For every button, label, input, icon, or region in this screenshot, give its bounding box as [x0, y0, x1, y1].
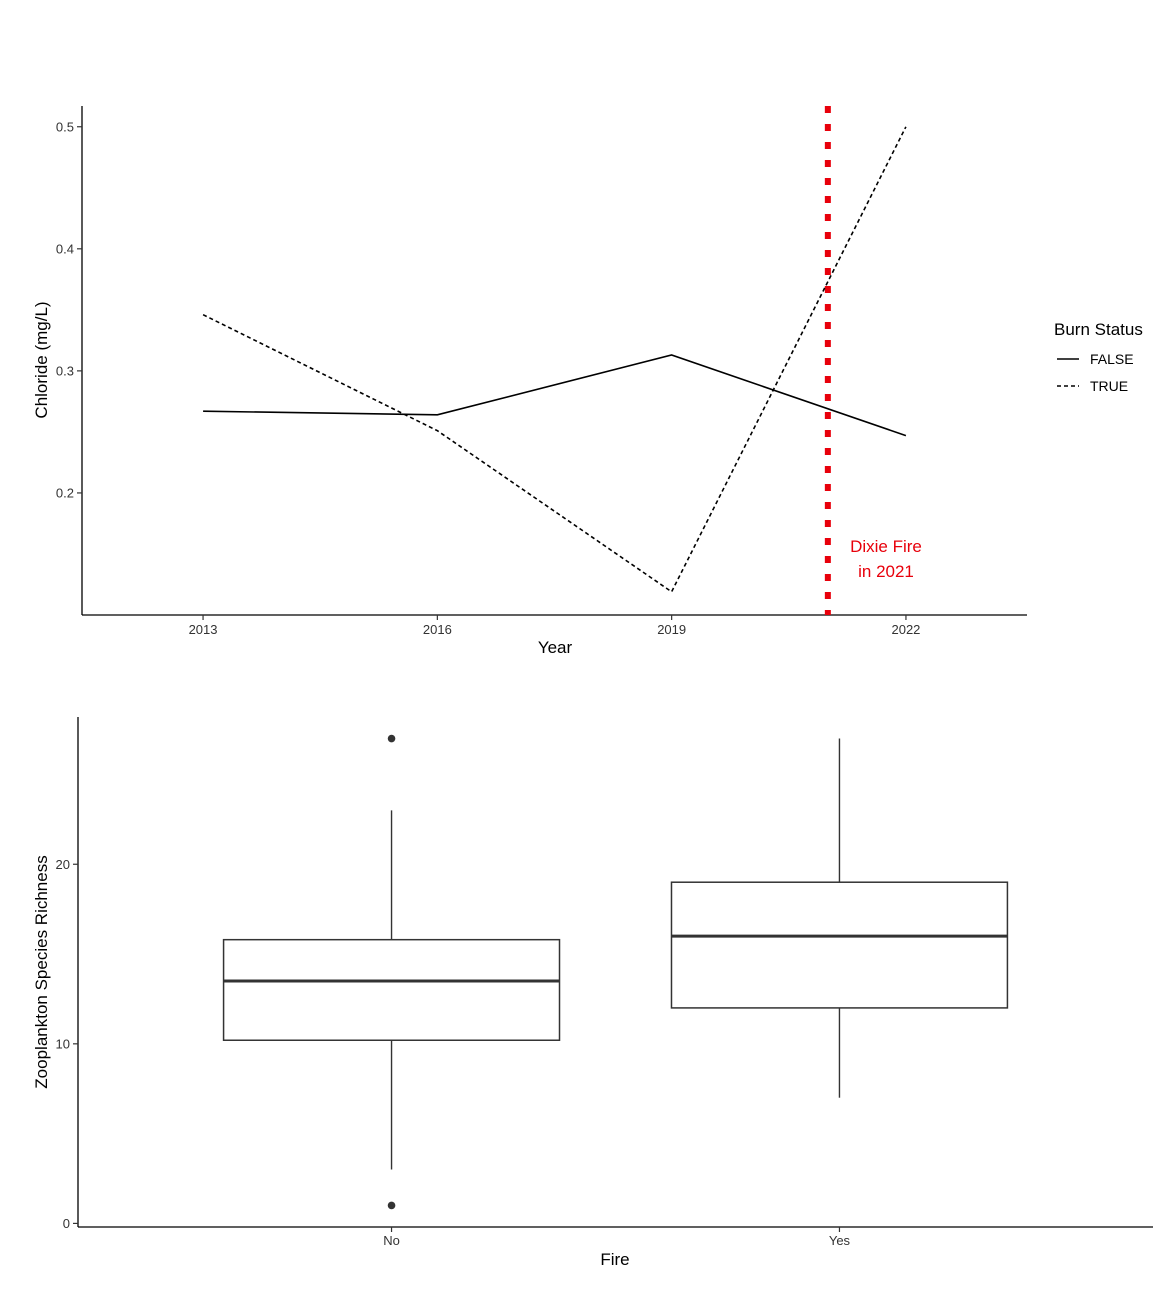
legend-label-false: FALSE: [1090, 351, 1134, 367]
y-tick-label: 10: [56, 1036, 70, 1051]
x-tick-label: Yes: [829, 1233, 851, 1248]
series-line-false: [203, 354, 907, 437]
box-iqr: [670, 881, 1009, 1009]
legend-title: Burn Status: [1054, 320, 1143, 339]
y-axis-title: Chloride (mg/L): [32, 301, 51, 418]
y-axis-title: Zooplankton Species Richness: [32, 855, 51, 1088]
y-tick-label: 0.4: [56, 241, 74, 256]
box-iqr: [222, 938, 561, 1041]
y-tick-label: 0.2: [56, 485, 74, 500]
x-tick-label: 2019: [657, 622, 686, 637]
x-tick-label: 2016: [423, 622, 452, 637]
y-tick-label: 20: [56, 857, 70, 872]
annotation-line-1: Dixie Fire: [850, 537, 922, 556]
y-tick-label: 0: [63, 1216, 70, 1231]
box-yes: [670, 738, 1009, 1098]
x-axis-title: Fire: [600, 1250, 629, 1269]
annotation-line-2: in 2021: [858, 562, 914, 581]
legend-label-true: TRUE: [1090, 378, 1128, 394]
x-axis-title: Year: [538, 638, 573, 657]
series-line-true: [202, 126, 907, 593]
legend: Burn Status FALSE TRUE: [1054, 320, 1143, 394]
outlier-point: [387, 734, 396, 743]
x-tick-label: 2022: [891, 622, 920, 637]
y-tick-label: 0.5: [56, 119, 74, 134]
outlier-point: [387, 1201, 396, 1210]
y-tick-label: 0.3: [56, 363, 74, 378]
line-chart-panel: 0.2 0.3 0.4 0.5 2013 2016 2019 2022 Dixie Fire…: [32, 106, 1143, 657]
box-no: [222, 734, 561, 1210]
x-tick-label: 2013: [189, 622, 218, 637]
x-tick-label: No: [383, 1233, 400, 1248]
box-plot-panel: 0 10 20 No Yes Fire Zooplankton Species Ric…: [32, 717, 1153, 1269]
